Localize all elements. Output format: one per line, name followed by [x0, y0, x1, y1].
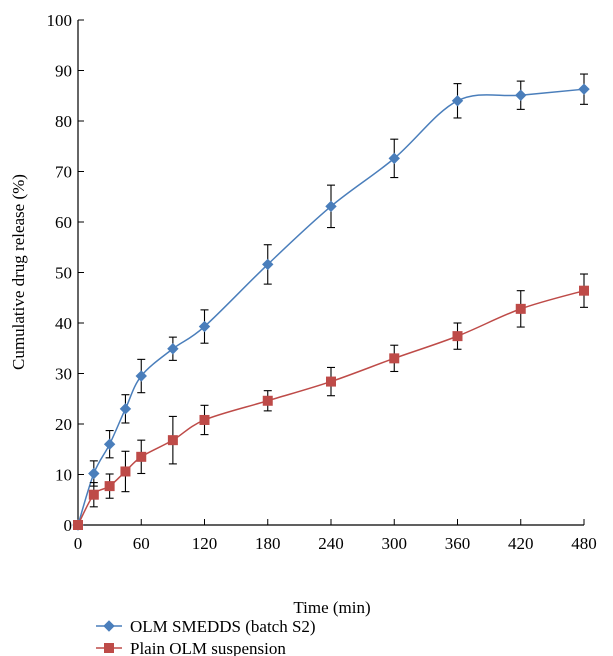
data-point: [88, 489, 99, 500]
data-point: [325, 200, 337, 213]
data-point: [199, 414, 210, 425]
series-line: [77, 88, 585, 526]
y-axis-label: Cumulative drug release (%): [9, 174, 28, 370]
x-tick-label: 60: [133, 534, 150, 553]
data-point: [326, 376, 336, 387]
data-point: [262, 395, 273, 406]
axes: 0 10 20 30 40 50 60 70 80 90 100 0 60 120 180 240 300 360…: [47, 11, 597, 553]
legend-label: OLM SMEDDS (batch S2): [130, 617, 316, 636]
data-point: [579, 285, 589, 296]
data-point: [515, 303, 526, 314]
x-tick-label: 360: [445, 534, 471, 553]
x-tick-label: 180: [255, 534, 281, 553]
x-tick-label: 420: [508, 534, 534, 553]
data-point: [103, 438, 116, 450]
data-point: [104, 481, 115, 492]
series-layer: [72, 73, 590, 531]
y-tick-label: 100: [47, 11, 73, 30]
legend-marker: [104, 643, 114, 653]
y-tick-label: 20: [55, 415, 72, 434]
y-tick-label: 60: [55, 213, 72, 232]
legend: OLM SMEDDS (batch S2) Plain OLM suspensio…: [96, 617, 316, 656]
x-tick-label: 0: [74, 534, 83, 553]
series-1: [73, 273, 589, 530]
data-point: [167, 435, 178, 446]
legend-item-1: Plain OLM suspension: [96, 639, 286, 656]
data-point: [135, 370, 147, 382]
y-tick-label: 10: [55, 466, 72, 485]
data-point: [136, 451, 147, 462]
legend-item-0: OLM SMEDDS (batch S2): [96, 617, 316, 636]
series-0: [72, 73, 590, 531]
data-point: [451, 95, 464, 107]
x-tick-label: 300: [382, 534, 408, 553]
data-point: [578, 83, 590, 95]
data-point: [120, 466, 131, 477]
y-tick-label: 0: [64, 516, 73, 535]
x-tick-label: 120: [192, 534, 218, 553]
data-point: [198, 320, 211, 333]
y-tick-label: 80: [55, 112, 72, 131]
y-tick-label: 30: [55, 365, 72, 384]
data-point: [88, 467, 100, 480]
y-tick-label: 70: [55, 163, 72, 182]
x-tick-label: 480: [571, 534, 597, 553]
legend-marker: [103, 620, 115, 632]
y-tick-label: 40: [55, 314, 72, 333]
data-point: [452, 331, 463, 342]
y-tick-label: 50: [55, 264, 72, 283]
data-point: [167, 343, 179, 355]
x-tick-label: 240: [318, 534, 344, 553]
data-point: [262, 258, 274, 271]
series-line: [77, 289, 585, 526]
data-point: [119, 403, 132, 415]
y-tick-label: 90: [55, 62, 72, 81]
data-point: [389, 353, 400, 364]
data-point: [515, 89, 527, 101]
data-point: [388, 152, 400, 165]
legend-label: Plain OLM suspension: [130, 639, 286, 656]
data-point: [73, 520, 83, 530]
x-axis-label: Time (min): [293, 598, 370, 617]
